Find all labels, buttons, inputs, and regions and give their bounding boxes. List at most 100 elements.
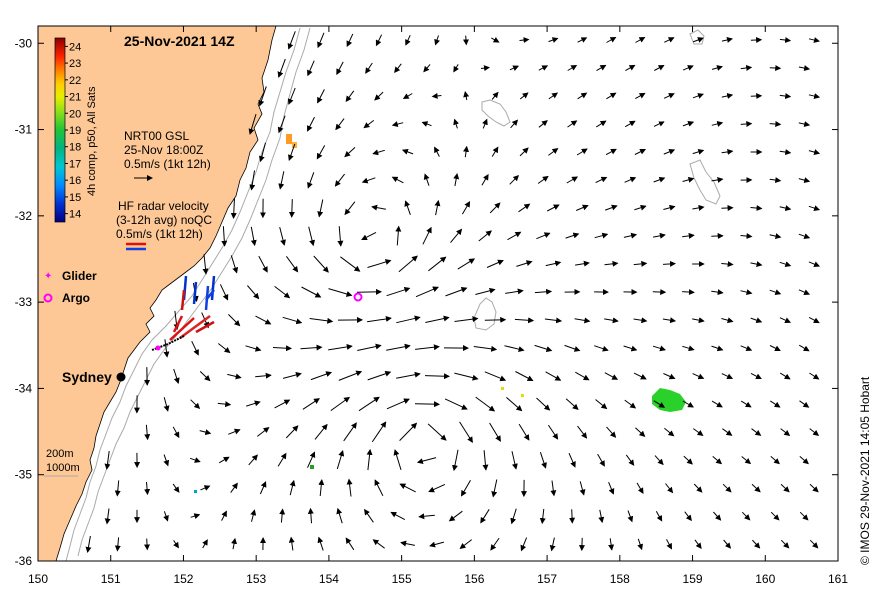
- lat-tick-label: -35: [15, 468, 33, 482]
- velocity-arrow: [711, 345, 724, 352]
- velocity-arrow: [173, 368, 180, 384]
- velocity-arrow: [663, 204, 676, 211]
- velocity-arrow: [228, 428, 241, 435]
- hf-radar-arrow: [210, 275, 216, 301]
- velocity-arrow: [769, 289, 782, 296]
- velocity-vector-field: [85, 31, 821, 553]
- velocity-arrow: [258, 255, 268, 273]
- velocity-arrow: [343, 422, 357, 442]
- velocity-arrow: [316, 145, 326, 160]
- velocity-arrow: [199, 429, 212, 436]
- velocity-arrow: [654, 455, 664, 466]
- velocity-arrow: [604, 372, 619, 380]
- velocity-arrow: [453, 64, 459, 73]
- velocity-arrow: [683, 455, 693, 465]
- velocity-arrow: [712, 456, 723, 465]
- velocity-arrow: [779, 261, 792, 268]
- velocity-arrow: [288, 199, 295, 218]
- velocity-arrow: [713, 511, 722, 521]
- velocity-arrow: [779, 317, 792, 323]
- velocity-arrow: [623, 232, 638, 239]
- velocity-arrow: [711, 400, 723, 408]
- velocity-arrow: [363, 120, 375, 129]
- velocity-arrow: [277, 115, 286, 134]
- velocity-arrow: [682, 65, 694, 71]
- velocity-arrow: [202, 539, 208, 549]
- velocity-arrow: [653, 121, 665, 127]
- velocity-arrow: [692, 317, 705, 324]
- velocity-arrow: [575, 371, 590, 381]
- velocity-arrow: [605, 148, 617, 156]
- velocity-arrow: [391, 121, 404, 127]
- velocity-arrow: [245, 345, 262, 352]
- velocity-arrow: [358, 396, 380, 412]
- velocity-arrow: [364, 508, 374, 523]
- velocity-arrow: [779, 37, 792, 43]
- velocity-arrow: [448, 510, 463, 522]
- sst-dot-cyan: [194, 490, 197, 493]
- velocity-arrow: [473, 345, 498, 352]
- velocity-arrow: [769, 121, 782, 128]
- velocity-arrow: [274, 286, 291, 299]
- velocity-arrow: [190, 457, 201, 463]
- velocity-arrow: [798, 289, 811, 295]
- velocity-arrow: [390, 511, 406, 521]
- velocity-arrow: [693, 428, 704, 436]
- velocity-arrow: [536, 232, 551, 240]
- velocity-arrow: [605, 204, 618, 211]
- velocity-arrow: [799, 456, 809, 465]
- velocity-arrow: [692, 37, 704, 43]
- map-frame: [37, 25, 839, 562]
- velocity-arrow: [365, 62, 373, 74]
- velocity-arrow: [636, 482, 644, 494]
- velocity-arrow: [250, 509, 257, 522]
- velocity-arrow: [575, 260, 590, 267]
- velocity-arrow: [692, 373, 705, 380]
- velocity-arrow: [566, 176, 579, 184]
- lon-tick-label: 154: [319, 572, 339, 586]
- lon-tick-label: 157: [537, 572, 557, 586]
- velocity-arrow: [769, 65, 782, 72]
- velocity-arrow: [429, 541, 445, 548]
- velocity-arrow: [218, 456, 230, 464]
- velocity-arrow: [228, 314, 241, 327]
- velocity-arrow: [219, 284, 229, 301]
- velocity-arrow: [504, 345, 525, 353]
- velocity-arrow: [598, 509, 605, 524]
- lat-tick-label: -31: [15, 123, 33, 137]
- velocity-arrow: [634, 149, 646, 155]
- velocity-arrow: [721, 317, 734, 324]
- velocity-arrow: [534, 344, 553, 352]
- velocity-arrow: [374, 479, 384, 497]
- gsl-legend-line1: NRT00 GSL: [124, 129, 189, 143]
- velocity-arrow: [336, 507, 343, 524]
- velocity-arrow: [328, 343, 353, 351]
- velocity-arrow: [740, 233, 753, 240]
- velocity-arrow: [682, 232, 695, 239]
- velocity-arrow: [199, 371, 211, 382]
- velocity-arrow: [519, 147, 529, 157]
- velocity-arrow: [489, 422, 501, 442]
- velocity-arrow: [230, 197, 237, 219]
- velocity-arrow: [310, 371, 333, 381]
- velocity-arrow: [282, 372, 302, 379]
- velocity-arrow: [366, 448, 373, 471]
- velocity-arrow: [537, 175, 549, 184]
- colorbar: 24 23 22 21 20 19 18 17 16 15 14 4h comp, p50, All…: [54, 37, 98, 223]
- velocity-arrow: [544, 317, 563, 324]
- velocity-arrow: [274, 399, 291, 409]
- velocity-arrow: [779, 372, 791, 380]
- velocity-arrow: [594, 232, 609, 239]
- velocity-arrow: [539, 452, 547, 469]
- lat-tick-label: -33: [15, 295, 33, 309]
- velocity-arrow: [606, 92, 617, 100]
- velocity-arrow: [371, 204, 386, 211]
- velocity-arrow: [427, 423, 447, 441]
- velocity-arrow: [336, 61, 344, 75]
- velocity-arrow: [779, 93, 792, 100]
- velocity-arrow: [682, 176, 695, 183]
- credit-text: © IMOS 29-Nov-2021 14:05 Hobart: [858, 376, 872, 565]
- colorbar-tick-label: 24: [69, 41, 81, 53]
- velocity-arrow: [574, 317, 591, 324]
- velocity-arrow: [367, 315, 392, 323]
